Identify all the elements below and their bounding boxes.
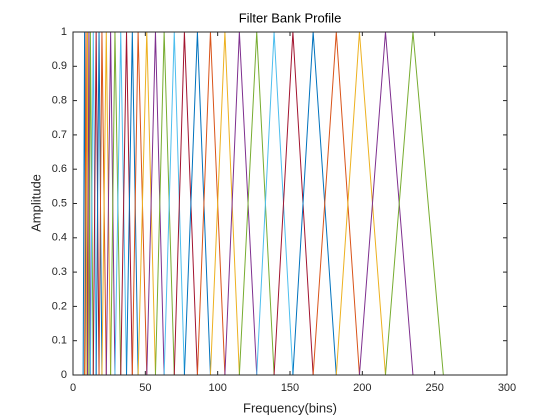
x-tick-label: 300 [498,382,516,394]
axes-box [72,31,508,376]
y-tick-label: 0.5 [52,197,67,209]
y-tick-label: 0.3 [52,266,67,278]
x-tick-label: 0 [70,382,76,394]
y-tick-label: 1 [61,26,67,38]
y-tick-label: 0.4 [52,232,67,244]
plot-area: 0 0.1 0.2 0.3 0.4 0.5 0.6 0.7 0.8 0.9 1 0 50 100 150 20… [52,26,516,394]
y-tick-label: 0.9 [52,60,67,72]
y-tick-label: 0.7 [52,129,67,141]
x-tick-label: 100 [208,382,226,394]
y-tick-label: 0.2 [52,300,67,312]
chart-title: Filter Bank Profile [239,10,342,25]
y-tick-label: 0 [61,369,67,381]
y-tick-label: 0.1 [52,335,67,347]
y-tick-label: 0.6 [52,163,67,175]
x-tick-label: 150 [281,382,299,394]
y-tick-label: 0.8 [52,95,67,107]
x-tick-label: 50 [139,382,151,394]
x-axis-label: Frequency(bins) [243,400,337,415]
y-axis-label: Amplitude [28,174,43,232]
x-tick-label: 200 [353,382,371,394]
x-tick-label: 250 [425,382,443,394]
